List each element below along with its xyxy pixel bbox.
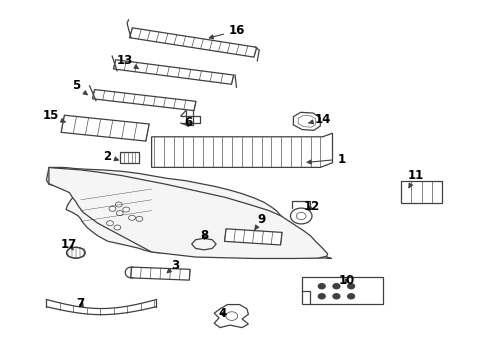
Text: 7: 7	[77, 297, 84, 310]
Text: 11: 11	[407, 169, 423, 188]
Circle shape	[347, 284, 354, 289]
Circle shape	[318, 284, 325, 289]
Polygon shape	[224, 229, 282, 245]
Polygon shape	[151, 133, 332, 167]
Polygon shape	[120, 152, 139, 163]
Text: 6: 6	[184, 116, 192, 129]
Text: 1: 1	[306, 153, 345, 166]
Text: 5: 5	[72, 79, 87, 95]
Polygon shape	[61, 115, 149, 141]
Polygon shape	[113, 60, 233, 84]
Circle shape	[347, 294, 354, 299]
Ellipse shape	[66, 247, 85, 258]
Polygon shape	[129, 28, 256, 57]
Polygon shape	[400, 181, 441, 203]
Text: 14: 14	[308, 113, 330, 126]
Text: 12: 12	[303, 201, 320, 213]
Polygon shape	[46, 167, 331, 258]
Circle shape	[332, 294, 339, 299]
Circle shape	[290, 208, 311, 224]
Text: 17: 17	[60, 238, 77, 251]
Text: 3: 3	[167, 259, 179, 273]
Polygon shape	[92, 90, 196, 111]
Circle shape	[332, 284, 339, 289]
Text: 16: 16	[209, 24, 245, 39]
Circle shape	[318, 294, 325, 299]
Polygon shape	[49, 167, 327, 258]
Text: 13: 13	[116, 54, 138, 68]
Text: 4: 4	[218, 307, 226, 320]
Polygon shape	[302, 277, 382, 304]
Text: 9: 9	[254, 213, 265, 229]
Polygon shape	[130, 267, 190, 280]
Text: 15: 15	[43, 109, 65, 122]
Text: 2: 2	[103, 150, 118, 163]
Text: 8: 8	[200, 229, 208, 242]
Text: 10: 10	[338, 274, 355, 287]
